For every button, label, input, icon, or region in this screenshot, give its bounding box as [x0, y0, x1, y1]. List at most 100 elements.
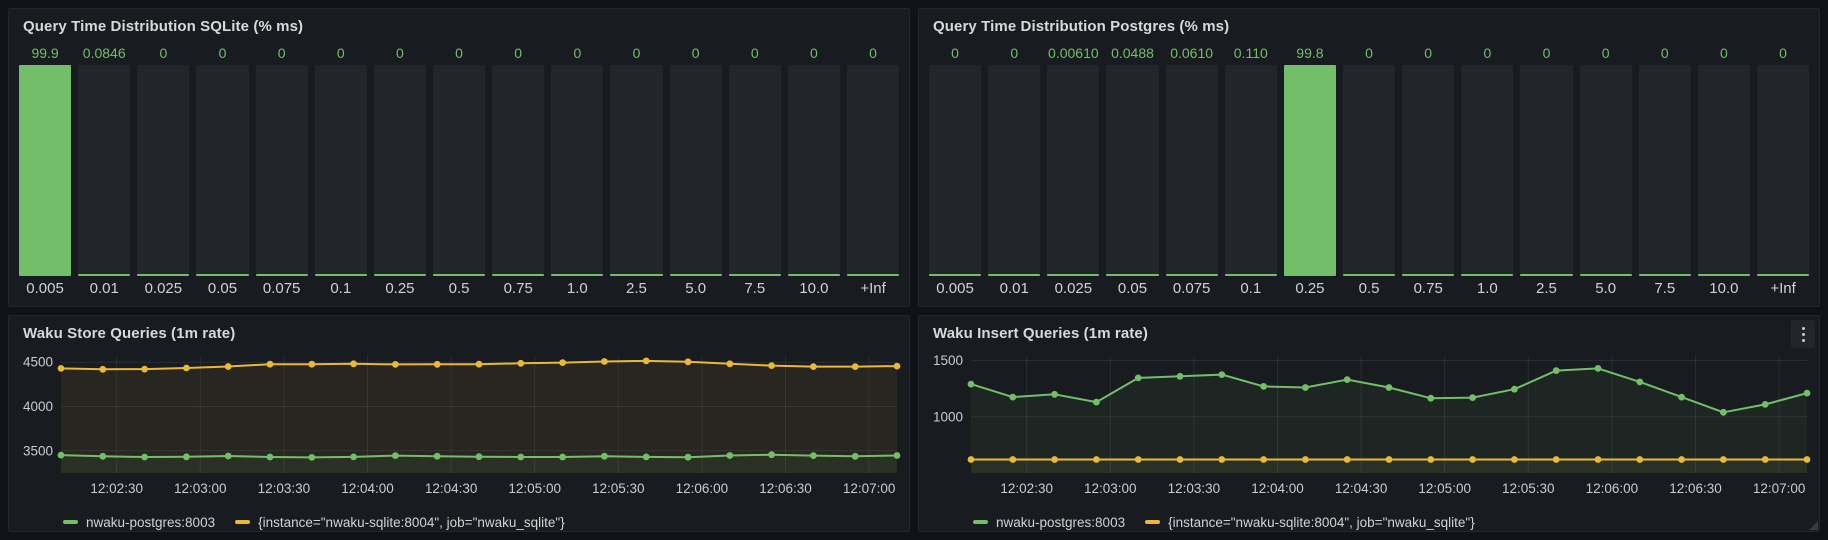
bar: [492, 274, 545, 276]
histogram-column: 0 2.5: [610, 43, 663, 300]
legend-item-sqlite[interactable]: {instance="nwaku-sqlite:8004", job="nwak…: [1145, 515, 1475, 530]
histogram-postgres: 0 0.005 0 0.01 0.00610 0.025 0.0488 0.05 0.0610 0…: [919, 41, 1819, 306]
bar: [19, 65, 72, 276]
bar: [432, 274, 486, 276]
svg-text:12:04:00: 12:04:00: [341, 481, 394, 496]
svg-text:12:06:30: 12:06:30: [1669, 481, 1722, 496]
bar-background: [1402, 65, 1455, 276]
bar-x-label: +Inf: [1770, 280, 1796, 297]
histogram-column: 0.110 0.1: [1224, 43, 1277, 300]
histogram-column: 0.0488 0.05: [1106, 43, 1159, 300]
bar-background: [1756, 65, 1810, 276]
bar: [1342, 274, 1396, 276]
bar-x-label: 5.0: [1595, 280, 1617, 297]
panel-menu-icon[interactable]: [1791, 320, 1815, 348]
legend-label: nwaku-postgres:8003: [996, 514, 1126, 530]
bar: [196, 274, 249, 276]
legend-item-postgres[interactable]: nwaku-postgres:8003: [973, 515, 1125, 530]
bar-value-label: 0: [573, 45, 582, 61]
bar-x-label: 0.075: [262, 280, 301, 297]
bar: [137, 274, 190, 276]
bar-x-label: 0.01: [999, 280, 1029, 297]
histogram-column: 0 5.0: [1579, 43, 1632, 300]
bar: [1638, 274, 1691, 276]
bar-x-label: 2.5: [1536, 280, 1557, 297]
bar-value-label: 0: [218, 45, 227, 61]
bar-x-label: 0.5: [448, 280, 470, 297]
bar-background: [1165, 65, 1218, 276]
panel-header: Query Time Distribution Postgres (% ms): [919, 9, 1819, 41]
insert-queries-chart-area: 12:02:30 12:03:00 12:03:30 12:04:00 12:04:30…: [919, 348, 1819, 508]
bar-value-label: 0: [1365, 45, 1373, 61]
bar-value-label: 0: [810, 45, 818, 61]
panel-header: Query Time Distribution SQLite (% ms): [9, 9, 909, 41]
legend-item-sqlite[interactable]: {instance="nwaku-sqlite:8004", job="nwak…: [235, 515, 565, 530]
bar: [373, 274, 426, 276]
bar-value-label: 99.8: [1296, 45, 1324, 61]
svg-text:12:03:00: 12:03:00: [1084, 481, 1137, 496]
bar-value-label: 0: [1010, 45, 1019, 61]
svg-text:12:04:30: 12:04:30: [425, 481, 478, 496]
kebab-dot: [1801, 326, 1805, 330]
svg-text:12:05:00: 12:05:00: [1418, 481, 1471, 496]
panel-title-store-queries[interactable]: Waku Store Queries (1m rate): [23, 324, 236, 342]
bar-value-label: 0: [1542, 45, 1551, 61]
bar: [728, 274, 781, 276]
bar-background: [1520, 65, 1573, 276]
panel-resize-handle[interactable]: [1809, 521, 1818, 530]
svg-text:4500: 4500: [23, 355, 53, 370]
legend-label: {instance="nwaku-sqlite:8004", job="nwak…: [1168, 514, 1475, 530]
bar-background: [196, 65, 249, 276]
histogram-column: 0 1.0: [1461, 43, 1514, 300]
histogram-column: 0 0.05: [196, 43, 249, 300]
bar-background: [728, 65, 781, 276]
histogram-column: 0.0846 0.01: [78, 43, 131, 300]
panel-title-sqlite-histogram[interactable]: Query Time Distribution SQLite (% ms): [23, 17, 304, 35]
bar: [1106, 274, 1159, 276]
bar-x-label: 0.25: [385, 280, 415, 297]
panel-waku-insert-queries: Waku Insert Queries (1m rate) 12:02:30 12…: [918, 315, 1820, 532]
histogram-column: 0 1.0: [551, 43, 604, 300]
bar: [1520, 274, 1573, 276]
bar: [551, 274, 604, 276]
legend-swatch-yellow: [1145, 520, 1161, 524]
bar-x-label: 0.1: [1240, 280, 1262, 297]
bar-background: [551, 65, 604, 276]
bar-background: [1283, 65, 1336, 276]
legend-label: nwaku-postgres:8003: [86, 514, 216, 530]
bar-x-label: 0.005: [936, 280, 974, 297]
svg-text:1000: 1000: [933, 409, 963, 424]
time-series-chart[interactable]: 12:02:30 12:03:00 12:03:30 12:04:00 12:04:30…: [919, 348, 1819, 508]
histogram-column: 0 0.5: [1342, 43, 1396, 300]
bar-background: [373, 65, 426, 276]
bar: [1756, 274, 1810, 276]
histogram-column: 0 0.5: [432, 43, 486, 300]
bar: [314, 274, 367, 276]
chart-legend: nwaku-postgres:8003 {instance="nwaku-sql…: [919, 508, 1819, 531]
bar: [1697, 274, 1750, 276]
bar-value-label: 0: [277, 45, 286, 61]
bar-value-label: 0: [1779, 45, 1787, 61]
bar-x-label: 7.5: [1654, 280, 1676, 297]
bar-x-label: 0.05: [1117, 280, 1148, 297]
svg-text:12:05:30: 12:05:30: [592, 481, 645, 496]
bar-x-label: 0.075: [1172, 280, 1211, 297]
bar-value-label: 99.9: [31, 45, 59, 61]
legend-item-postgres[interactable]: nwaku-postgres:8003: [63, 515, 215, 530]
bar-x-label: 0.1: [330, 280, 352, 297]
bar-background: [1579, 65, 1632, 276]
svg-text:12:06:00: 12:06:00: [676, 481, 729, 496]
histogram-column: 0 0.25: [373, 43, 426, 300]
bar-background: [137, 65, 190, 276]
bar-background: [255, 65, 308, 276]
svg-text:1500: 1500: [933, 353, 963, 368]
time-series-chart[interactable]: 12:02:30 12:03:00 12:03:30 12:04:00 12:04:30…: [9, 348, 909, 508]
panel-title-postgres-histogram[interactable]: Query Time Distribution Postgres (% ms): [933, 17, 1230, 35]
bar: [1402, 274, 1455, 276]
bar: [1047, 274, 1100, 276]
panel-title-insert-queries[interactable]: Waku Insert Queries (1m rate): [933, 324, 1148, 342]
bar-background: [1697, 65, 1750, 276]
bar-x-label: 0.025: [1054, 280, 1093, 297]
bar-background: [19, 65, 72, 276]
bar-value-label: 0: [159, 45, 168, 61]
